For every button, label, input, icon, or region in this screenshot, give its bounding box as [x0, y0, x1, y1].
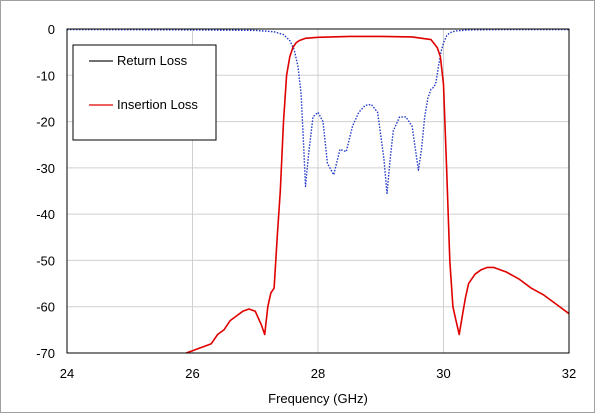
- series-line-return-loss: [66, 28, 569, 194]
- x-tick-label: 28: [311, 366, 325, 381]
- y-tick-label: -40: [36, 207, 55, 222]
- x-tick-label: 30: [436, 366, 450, 381]
- x-axis-ticks: 24 26 28 30 32: [60, 366, 576, 381]
- y-tick-label: -30: [36, 161, 55, 176]
- y-tick-label: -20: [36, 115, 55, 130]
- plot-border: [66, 28, 570, 354]
- legend: Return Loss Insertion Loss: [72, 44, 217, 141]
- legend-label-return-loss: Return Loss: [117, 53, 188, 68]
- series-line-insertion-loss: [185, 35, 570, 354]
- series-layer: [66, 28, 570, 354]
- legend-label-insertion-loss: Insertion Loss: [117, 97, 198, 112]
- y-axis-ticks: 0 -10 -20 -30 -40 -50 -60 -70: [36, 22, 55, 361]
- x-tick-label: 32: [562, 366, 576, 381]
- x-tick-label: 24: [60, 366, 74, 381]
- x-tick-label: 26: [185, 366, 199, 381]
- y-tick-label: -10: [36, 68, 55, 83]
- y-tick-label: -60: [36, 300, 55, 315]
- y-tick-label: 0: [48, 22, 55, 37]
- y-tick-label: -50: [36, 253, 55, 268]
- x-axis-title: Frequency (GHz): [268, 391, 368, 406]
- y-tick-label: -70: [36, 346, 55, 361]
